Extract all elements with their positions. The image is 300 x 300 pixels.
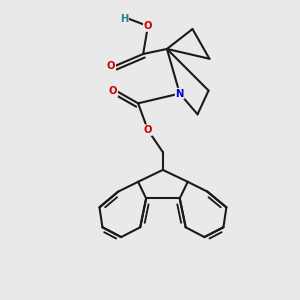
Text: H: H xyxy=(120,14,128,24)
Text: O: O xyxy=(107,61,115,71)
Text: O: O xyxy=(144,21,152,31)
Text: N: N xyxy=(176,88,184,98)
Text: O: O xyxy=(109,86,117,96)
Text: O: O xyxy=(144,125,152,135)
